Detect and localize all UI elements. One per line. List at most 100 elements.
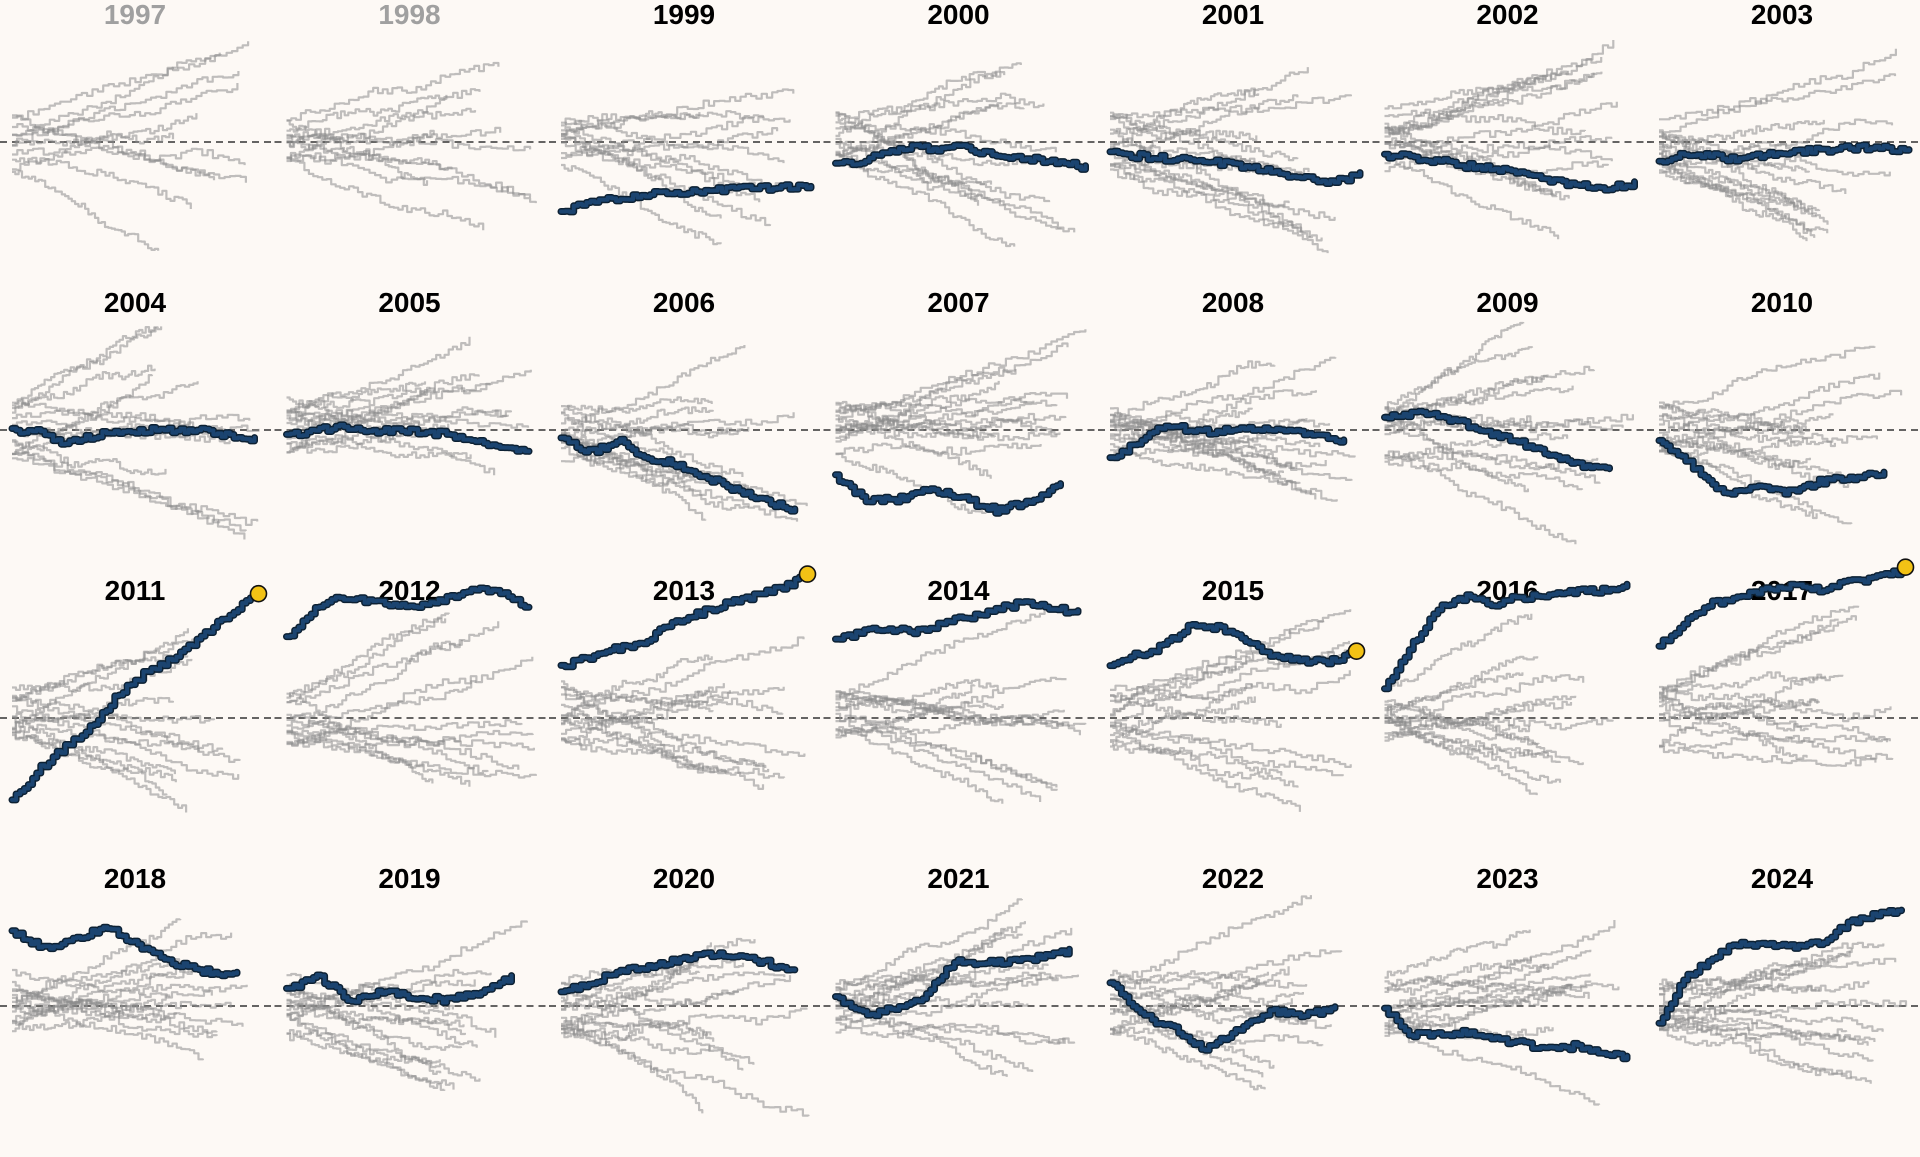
- panel-2000: 2000: [823, 0, 1098, 248]
- context-series-line: [1384, 956, 1532, 996]
- context-series-line: [561, 1020, 712, 1042]
- context-series-line: [1659, 150, 1817, 218]
- context-series-line: [1110, 981, 1332, 1030]
- context-series-line: [835, 400, 1035, 439]
- context-series-line: [286, 94, 448, 133]
- context-series-line: [1110, 150, 1329, 254]
- panel-2010: 2010: [1647, 287, 1920, 525]
- context-series-line: [286, 640, 463, 721]
- context-series-line: [561, 739, 786, 779]
- context-series-line: [561, 990, 739, 1011]
- panel-title: 2020: [653, 863, 715, 894]
- context-series-line: [835, 123, 1057, 153]
- context-series-line: [561, 942, 712, 1034]
- context-series-line: [1659, 345, 1876, 407]
- context-series-line: [561, 88, 795, 136]
- context-series-line: [1110, 147, 1311, 238]
- context-series-line: [286, 119, 429, 186]
- context-series-line: [1659, 615, 1857, 697]
- context-series-line: [12, 696, 241, 763]
- panel-2004: 2004: [0, 287, 275, 540]
- context-series-line: [1110, 1027, 1266, 1091]
- context-series-line: [12, 968, 213, 996]
- context-series-line: [286, 88, 481, 163]
- context-series-line: [1659, 711, 1891, 742]
- context-series-line: [835, 1016, 1076, 1045]
- context-series-line: [12, 651, 189, 692]
- highlight-series-line: [833, 143, 1088, 172]
- context-series-line: [1659, 119, 1825, 143]
- context-series-line: [286, 719, 523, 738]
- highlight-series-line: [1108, 980, 1337, 1053]
- context-series-line: [12, 994, 171, 1033]
- context-series-line: [835, 714, 1058, 788]
- panel-title: 2019: [378, 863, 440, 894]
- panel-title: 1997: [104, 0, 166, 30]
- panel-title: 2015: [1202, 575, 1264, 606]
- context-series-line: [561, 692, 784, 715]
- panel-2002: 2002: [1372, 0, 1647, 240]
- panel-2008: 2008: [1098, 287, 1373, 502]
- highlight-series-line: [1382, 409, 1612, 471]
- highlight-series-line: [284, 422, 531, 454]
- context-series-line: [835, 692, 1034, 727]
- context-series-line: [835, 400, 997, 440]
- context-series-line: [561, 959, 745, 985]
- highlight-series-line: [1108, 622, 1355, 668]
- context-series-line: [1384, 983, 1574, 1028]
- context-series-line: [12, 728, 188, 813]
- context-series-line: [1659, 719, 1894, 760]
- context-series-line: [286, 986, 478, 1048]
- context-series-line: [835, 927, 1007, 1010]
- panel-title: 2021: [927, 863, 989, 894]
- context-series-line: [286, 713, 489, 775]
- context-series-line: [1659, 1028, 1852, 1079]
- highlight-series-line: [559, 574, 806, 669]
- context-series-line: [1110, 163, 1323, 242]
- panel-title: 2008: [1202, 287, 1264, 318]
- context-series-line: [286, 133, 537, 204]
- context-series-line: [12, 457, 247, 532]
- context-series-line: [835, 142, 1027, 167]
- context-series-line: [286, 617, 447, 704]
- context-series-line: [561, 636, 805, 717]
- context-series-line: [835, 933, 1023, 1007]
- context-series-line: [1659, 962, 1804, 1031]
- highlight-series-line: [1108, 423, 1346, 460]
- panel-2020: 2020: [549, 863, 824, 1117]
- context-series-line: [1384, 450, 1577, 545]
- highlight-series-line: [559, 435, 797, 514]
- panel-title: 2018: [104, 863, 166, 894]
- panel-2015: 2015: [1098, 575, 1373, 812]
- context-series-line: [1110, 723, 1344, 777]
- panel-2019: 2019: [274, 863, 549, 1091]
- context-series-line: [12, 114, 216, 181]
- context-series-line: [1384, 346, 1534, 411]
- context-series-line: [1659, 152, 1808, 242]
- context-series-line: [1110, 895, 1312, 984]
- context-series-line: [1659, 957, 1897, 996]
- panel-title: 2009: [1476, 287, 1538, 318]
- context-series-line: [835, 726, 1004, 804]
- context-series-line: [12, 696, 174, 731]
- context-series-line: [1384, 672, 1524, 716]
- highlight-series-line: [1657, 567, 1904, 649]
- panel-2016: 2016: [1372, 575, 1647, 796]
- context-series-line: [286, 156, 485, 231]
- context-series-line: [835, 678, 999, 709]
- context-series-line: [1659, 372, 1881, 434]
- panel-title: 2001: [1202, 0, 1264, 30]
- panel-2021: 2021: [823, 863, 1098, 1077]
- context-series-line: [1659, 697, 1809, 732]
- context-series-line: [12, 71, 240, 137]
- end-marker-dot: [249, 584, 268, 603]
- panel-2001: 2001: [1098, 0, 1373, 254]
- panel-2012: 2012: [274, 575, 549, 787]
- context-series-line: [12, 965, 199, 1022]
- context-series-line: [1384, 72, 1595, 136]
- panel-title: 1998: [378, 0, 440, 30]
- context-series-line: [1659, 745, 1877, 767]
- context-series-line: [561, 699, 714, 727]
- end-marker-dot: [1896, 558, 1915, 577]
